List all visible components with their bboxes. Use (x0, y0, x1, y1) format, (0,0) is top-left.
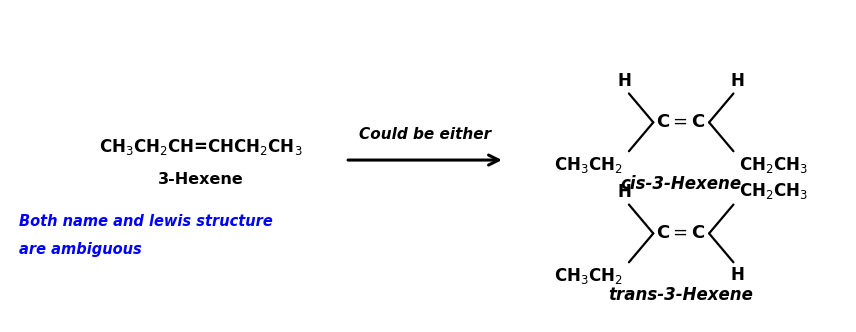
Text: CH$_2$CH$_3$: CH$_2$CH$_3$ (740, 181, 808, 201)
Text: H: H (730, 266, 745, 284)
Text: cis-3-Hexene: cis-3-Hexene (621, 175, 742, 193)
Text: Could be either: Could be either (359, 127, 491, 142)
Text: H: H (730, 71, 745, 90)
Text: trans-3-Hexene: trans-3-Hexene (609, 286, 753, 304)
Text: C$=$C: C$=$C (657, 224, 706, 242)
Text: H: H (618, 71, 632, 90)
Text: H: H (618, 183, 632, 201)
Text: Both name and lewis structure: Both name and lewis structure (20, 214, 273, 229)
Text: CH$_3$CH$_2$CH=CHCH$_2$CH$_3$: CH$_3$CH$_2$CH=CHCH$_2$CH$_3$ (99, 137, 302, 157)
Text: 3-Hexene: 3-Hexene (158, 172, 244, 187)
Text: C$=$C: C$=$C (657, 113, 706, 131)
Text: are ambiguous: are ambiguous (20, 242, 142, 257)
Text: CH$_2$CH$_3$: CH$_2$CH$_3$ (740, 155, 808, 175)
Text: CH$_3$CH$_2$: CH$_3$CH$_2$ (554, 155, 623, 175)
Text: CH$_3$CH$_2$: CH$_3$CH$_2$ (554, 266, 623, 286)
